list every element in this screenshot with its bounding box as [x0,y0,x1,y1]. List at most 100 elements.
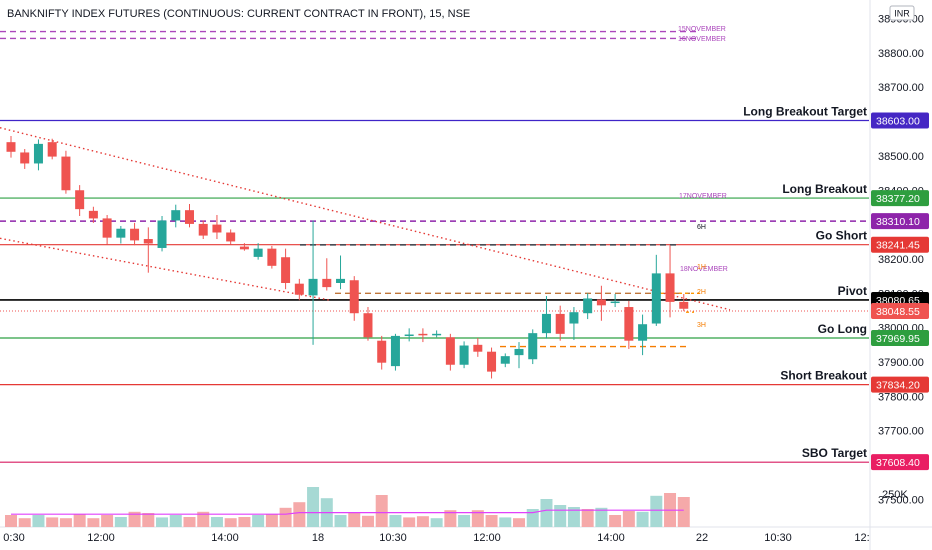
candle-body [377,340,387,363]
volume-bar [361,515,374,527]
price-tag-text-lb: 38377.20 [876,193,920,205]
annotation-6h: 6H [697,224,706,231]
currency-button[interactable] [889,5,915,21]
annotation-18november: 18NOVEMBER [680,266,728,273]
volume-bar [18,518,31,527]
candle-body [88,210,98,219]
candle-body [267,248,277,266]
x-tick-label: 12:00 [87,532,115,544]
level-label-lbt: Long Breakout Target [743,105,867,119]
x-tick-label: 14:00 [597,532,625,544]
price-tag-text-gs: 38241.45 [876,240,920,252]
candle-body [102,218,112,238]
volume-bar [183,517,196,527]
candle-body [198,223,208,236]
candle-body [184,210,194,224]
volume-bar [430,518,443,527]
candle-body [583,298,593,314]
time-axis[interactable]: 0:30 12:00 14:00 18 10:30 12:00 14:00 22 10:30 12… [3,532,869,544]
volume-bar [87,518,100,527]
volume-bar [169,515,182,527]
volume-bar [210,517,223,527]
volume-bar [636,511,649,527]
volume-bar [334,515,347,527]
volume-bar [279,507,292,527]
candle-body [514,348,524,356]
x-tick-label: 12:00 [473,532,501,544]
price-tag-nov17 [871,213,929,230]
candle-body [75,190,85,210]
annotation-17november: 17NOVEMBER [679,193,727,200]
y-tick-label: 38800.00 [878,48,924,60]
candle-body [418,333,428,336]
candle-body [390,335,400,367]
level-label-sbot: SBO Target [802,446,867,460]
volume-bar [499,517,512,527]
volume-bar [142,513,155,527]
volume-bar [403,517,416,527]
volume-bar [677,497,690,527]
candle-body [253,248,263,257]
level-label-pivot: Pivot [838,284,867,298]
price-tag-text-gl: 37969.95 [876,333,920,345]
volume-bar [128,511,141,527]
volume-bar [348,513,361,527]
volume-bar [540,499,553,527]
candle-body [651,273,661,324]
level-label-gs: Go Short [816,229,867,243]
candle-body [6,142,16,152]
volume-bar [485,515,498,527]
x-tick-label: 0:30 [3,532,24,544]
y-tick-label: 37800.00 [878,391,924,403]
currency-label: INR [894,9,910,19]
level-label-sb: Short Breakout [780,369,867,383]
annotation-3h: 3H [697,322,706,329]
x-tick-label: 22 [696,532,708,544]
x-tick-label: 12: [854,532,869,544]
price-tag-sbot [871,454,929,471]
candle-body [130,228,140,241]
level-labels: 38603.00 Long Breakout Target 38377.20 Long… [743,105,929,471]
y-tick-label: 38700.00 [878,82,924,94]
volume-bar [650,495,663,527]
candle-body [239,246,249,250]
price-tag-text-lbt: 38603.00 [876,116,920,128]
y-tick-label: 37500.00 [878,494,924,506]
volume-axis-label: 250K [882,489,908,501]
price-tag-lbt [871,112,929,129]
candle-body [528,333,538,360]
candlesticks [6,135,689,379]
volume-bar [389,515,402,527]
volume-bar [59,518,72,527]
volume-bar [444,510,457,527]
y-tick-label: 38200.00 [878,254,924,266]
candle-body [555,313,565,334]
trendline-lower [0,237,331,301]
volume-bar [526,509,539,527]
x-tick-label: 10:30 [764,532,792,544]
price-tag-text-sb: 37834.20 [876,380,920,392]
volume-bar [307,487,320,527]
volume-bar [238,517,251,527]
price-tag-text-nov17: 38310.10 [876,216,920,228]
volume-bar [567,507,580,527]
annotation-2h: 2H [697,289,706,296]
candle-body [281,257,291,283]
x-tick-label: 10:30 [379,532,407,544]
price-tag-lb [871,190,929,207]
candle-body [157,220,167,248]
price-tag-text-sbot: 37608.40 [876,457,920,469]
price-axis[interactable]: 38900.0038800.0038700.0038600.0038500.00… [878,14,924,507]
volume-bar [458,515,471,527]
level-label-lb: Long Breakout [782,182,867,196]
volume-bar [224,518,237,527]
volume-bar [513,518,526,527]
candle-body [20,152,30,164]
candle-body [61,156,71,191]
candle-body [336,278,346,283]
candle-body [679,301,689,309]
candle-body [459,345,469,365]
candle-body [445,337,455,365]
